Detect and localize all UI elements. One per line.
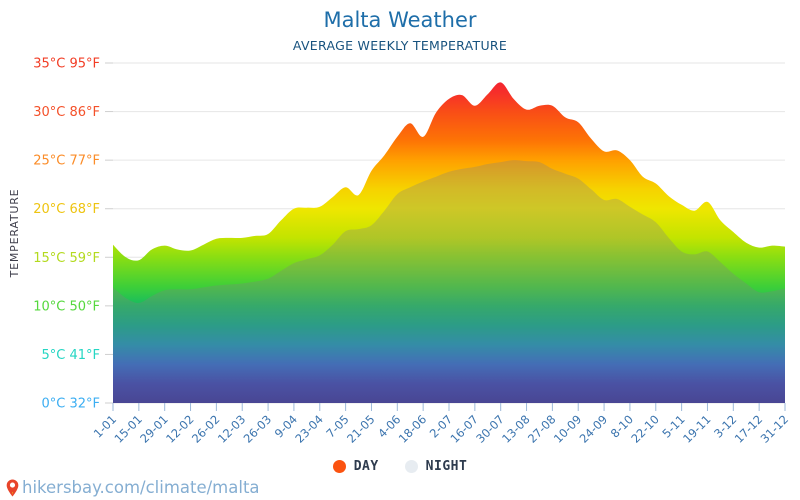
chart-subtitle: AVERAGE WEEKLY TEMPERATURE — [292, 38, 508, 53]
x-tick-label: 15-01 — [111, 412, 145, 446]
x-tick-label: 22-10 — [628, 412, 662, 446]
night-series-dot — [404, 460, 418, 473]
y-tick-label: 10°C 50°F — [33, 299, 100, 314]
y-tick-label: 5°C 41°F — [42, 348, 101, 363]
x-tick-label: 26-02 — [189, 412, 223, 446]
x-tick-label: 10-09 — [551, 412, 585, 446]
y-axis-labels: 0°C 32°F 5°C 41°F 10°C 50°F 15°C 59°F 20°C 6… — [33, 57, 100, 412]
x-tick-label: 16-07 — [447, 412, 481, 446]
site-url: hikersbay.com/climate/malta — [22, 478, 260, 497]
x-tick-label: 30-07 — [473, 412, 507, 446]
legend-item-night[interactable]: NIGHT — [404, 459, 468, 474]
legend-label-night: NIGHT — [425, 459, 468, 474]
x-tick-label: 17-12 — [732, 412, 766, 446]
site-link[interactable]: hikersbay.com/climate/malta — [6, 478, 260, 497]
y-axis-title: TEMPERATURE — [8, 189, 21, 279]
day-area-series — [113, 82, 785, 404]
chart-header: Malta Weather AVERAGE WEEKLY TEMPERATURE — [0, 8, 800, 53]
legend-item-day[interactable]: DAY — [332, 459, 379, 474]
x-tick-label: 21-05 — [344, 412, 378, 446]
page-title: Malta Weather — [323, 8, 477, 32]
y-tick-label: 15°C 59°F — [33, 251, 100, 266]
x-tick-label: 31-12 — [758, 412, 792, 446]
day-series-dot — [332, 460, 346, 473]
x-tick-label: 23-04 — [292, 412, 326, 446]
x-tick-label: 26-03 — [241, 412, 275, 446]
chart-legend: DAY NIGHT — [0, 459, 800, 474]
y-tick-label: 20°C 68°F — [33, 202, 100, 217]
x-tick-label: 13-08 — [499, 412, 533, 446]
x-tick-label: 18-06 — [396, 412, 430, 446]
x-tick-label: 24-09 — [577, 412, 611, 446]
location-pin-icon — [6, 479, 19, 496]
legend-label-day: DAY — [353, 459, 379, 474]
y-tick-label: 25°C 77°F — [33, 154, 100, 169]
x-axis-labels: 1-0115-0129-0112-0226-0212-0326-039-0423… — [91, 403, 791, 446]
x-tick-label: 12-03 — [215, 412, 249, 446]
x-tick-label: 12-02 — [163, 412, 197, 446]
y-tick-label: 35°C 95°F — [33, 57, 100, 72]
y-tick-label: 30°C 86°F — [33, 105, 100, 120]
temperature-area-chart: 1-0115-0129-0112-0226-0212-0326-039-0423… — [8, 57, 791, 446]
night-area-series — [113, 160, 785, 403]
x-tick-label: 19-11 — [680, 412, 714, 446]
x-tick-label: 29-01 — [137, 412, 171, 446]
x-tick-label: 27-08 — [525, 412, 559, 446]
y-tick-label: 0°C 32°F — [42, 397, 101, 412]
